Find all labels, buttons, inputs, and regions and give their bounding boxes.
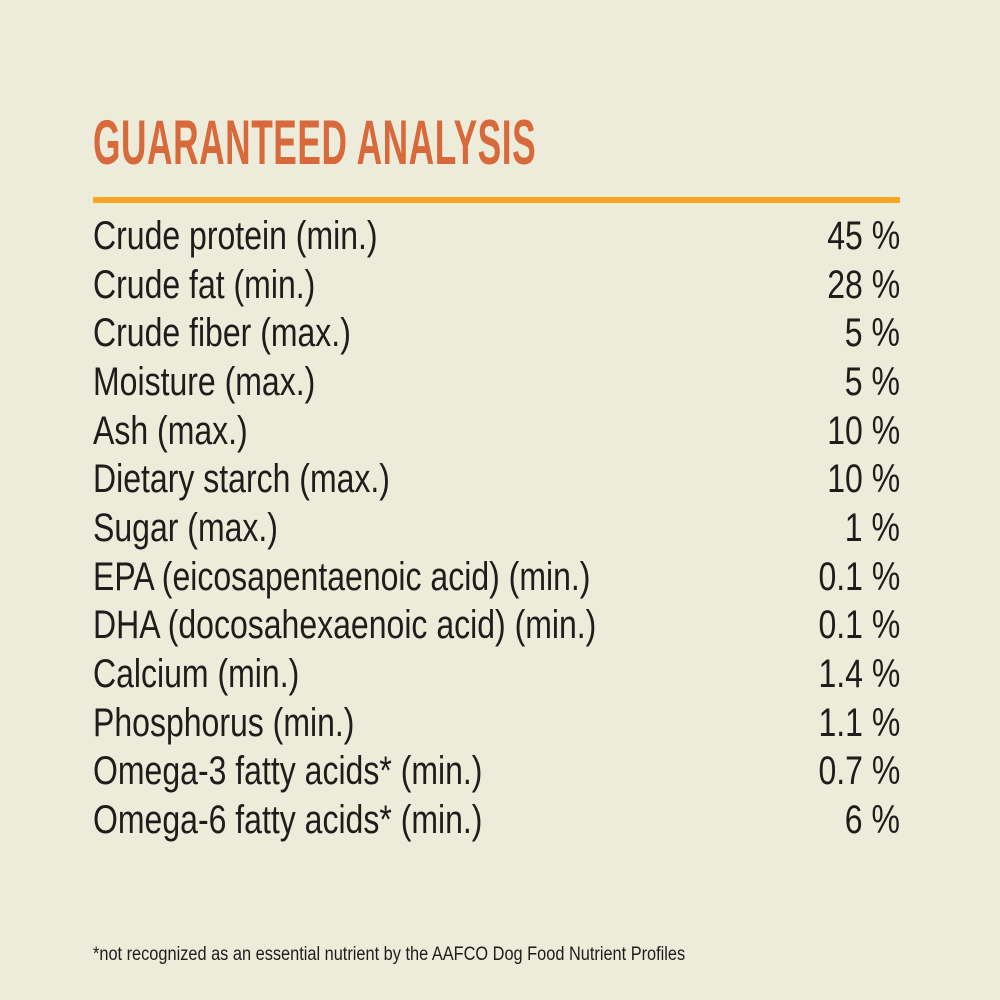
nutrient-label: Omega-6 fatty acids* (min.)	[93, 798, 483, 843]
nutrient-label: Omega-3 fatty acids* (min.)	[93, 749, 483, 794]
nutrient-label: Sugar (max.)	[93, 505, 278, 550]
table-row: Phosphorus (min.) 1.1 %	[93, 699, 900, 748]
table-row: DHA (docosahexaenoic acid) (min.) 0.1 %	[93, 602, 900, 651]
nutrient-value: 45 %	[827, 213, 900, 258]
nutrient-value: 5 %	[844, 359, 900, 404]
nutrient-label: Crude protein (min.)	[93, 213, 378, 258]
nutrient-value: 1 %	[844, 505, 900, 550]
nutrient-label: Crude fiber (max.)	[93, 311, 351, 356]
nutrient-value: 10 %	[827, 457, 900, 502]
footnote: *not recognized as an essential nutrient…	[93, 943, 686, 965]
nutrient-value: 10 %	[827, 408, 900, 453]
nutrient-table: Crude protein (min.) 45 % Crude fat (min…	[93, 212, 900, 845]
nutrient-value: 5 %	[844, 311, 900, 356]
table-row: Omega-6 fatty acids* (min.) 6 %	[93, 796, 900, 845]
nutrient-label: EPA (eicosapentaenoic acid) (min.)	[93, 554, 591, 599]
nutrient-value: 6 %	[844, 798, 900, 843]
nutrient-label: Crude fat (min.)	[93, 262, 316, 307]
nutrient-label: Dietary starch (max.)	[93, 457, 390, 502]
nutrient-value: 28 %	[827, 262, 900, 307]
table-row: Ash (max.) 10 %	[93, 407, 900, 456]
nutrient-value: 0.7 %	[818, 749, 900, 794]
table-row: Calcium (min.) 1.4 %	[93, 650, 900, 699]
title-underline	[93, 197, 900, 203]
table-row: Moisture (max.) 5 %	[93, 358, 900, 407]
nutrient-value: 1.4 %	[818, 652, 900, 697]
nutrient-value: 0.1 %	[818, 603, 900, 648]
nutrient-label: DHA (docosahexaenoic acid) (min.)	[93, 603, 597, 648]
nutrient-label: Calcium (min.)	[93, 652, 300, 697]
table-row: Sugar (max.) 1 %	[93, 504, 900, 553]
nutrient-label: Ash (max.)	[93, 408, 248, 453]
table-row: Omega-3 fatty acids* (min.) 0.7 %	[93, 748, 900, 797]
nutrient-label: Moisture (max.)	[93, 359, 316, 404]
table-row: Crude fat (min.) 28 %	[93, 261, 900, 310]
nutrient-label: Phosphorus (min.)	[93, 700, 355, 745]
table-row: EPA (eicosapentaenoic acid) (min.) 0.1 %	[93, 553, 900, 602]
section-title: GUARANTEED ANALYSIS	[93, 108, 537, 178]
nutrient-value: 0.1 %	[818, 554, 900, 599]
nutrient-value: 1.1 %	[818, 700, 900, 745]
guaranteed-analysis-panel: GUARANTEED ANALYSIS Crude protein (min.)…	[93, 0, 900, 966]
table-row: Crude fiber (max.) 5 %	[93, 309, 900, 358]
table-row: Crude protein (min.) 45 %	[93, 212, 900, 261]
table-row: Dietary starch (max.) 10 %	[93, 455, 900, 504]
